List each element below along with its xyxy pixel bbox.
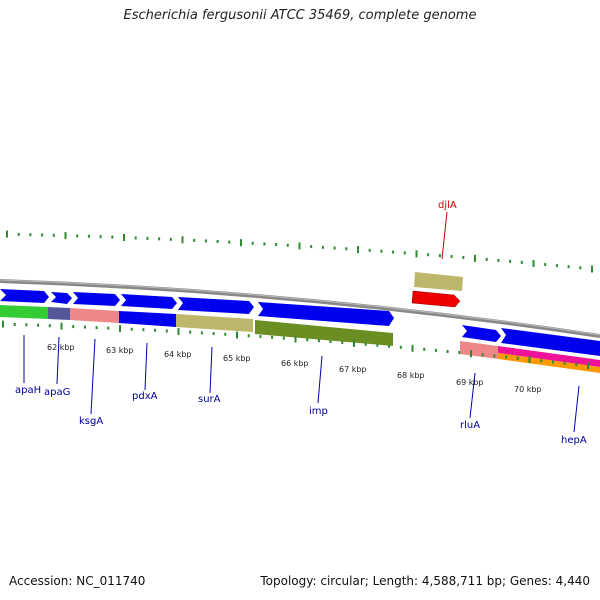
leader-sura <box>209 346 213 394</box>
topology-text: Topology: circular; Length: 4,588,711 bp… <box>260 574 590 588</box>
leader-ksga <box>90 338 96 415</box>
gene-label-ksga[interactable]: ksgA <box>79 416 103 427</box>
cog-bar-hepa-2 <box>498 353 600 373</box>
gene-label-pdxa[interactable]: pdxA <box>132 391 158 402</box>
cds-arrow-djla[interactable] <box>411 290 461 308</box>
leader-apag <box>56 336 60 385</box>
upper-tick-ring <box>6 230 593 273</box>
kbp-label-63: 63 kbp <box>106 346 134 355</box>
kbp-label-70: 70 kbp <box>514 385 542 394</box>
kbp-label-66: 66 kbp <box>281 359 309 368</box>
gene-label-apah[interactable]: apaH <box>15 385 41 396</box>
cog-bar-apag <box>48 307 70 320</box>
map-title: Escherichia fergusonii ATCC 35469, compl… <box>123 8 477 23</box>
gene-label-leaders <box>23 211 580 433</box>
genome-backbone <box>0 279 600 338</box>
kbp-label-69: 69 kbp <box>456 378 484 387</box>
gene-label-apag[interactable]: apaG <box>44 387 70 398</box>
cog-bar-imp <box>255 320 393 346</box>
gene-label-hepa[interactable]: hepA <box>561 435 587 446</box>
gene-djla[interactable] <box>411 272 463 308</box>
gene-label-imp[interactable]: imp <box>309 406 328 417</box>
cog-bar-ksga <box>70 308 119 323</box>
accession-text: Accession: NC_011740 <box>9 574 146 588</box>
kbp-label-62: 62 kbp <box>47 343 75 352</box>
cds-arrow-pdxa[interactable] <box>121 294 177 309</box>
leader-rlua <box>469 372 476 419</box>
cds-arrow-hepa[interactable] <box>501 328 600 356</box>
cog-track <box>0 305 600 373</box>
kbp-label-67: 67 kbp <box>339 365 367 374</box>
forward-cds-track <box>0 289 600 356</box>
cog-bar-apah <box>0 305 48 319</box>
cds-arrow-rlua[interactable] <box>462 325 501 342</box>
gene-label-djla[interactable]: djlA <box>438 200 457 211</box>
leader-hepa <box>573 385 580 433</box>
kbp-label-68: 68 kbp <box>397 371 425 380</box>
kbp-scale: 62 kbp 63 kbp 64 kbp 65 kbp 66 kbp 67 kb… <box>47 343 542 394</box>
cds-arrow-imp[interactable] <box>258 302 394 326</box>
cds-arrow-ksga[interactable] <box>73 292 120 306</box>
cds-arrow-apah[interactable] <box>0 289 49 303</box>
gene-labels: apaH apaG ksgA pdxA surA imp rluA hepA d… <box>15 200 587 446</box>
gene-label-rlua[interactable]: rluA <box>460 420 480 431</box>
leader-imp <box>317 355 323 404</box>
lower-tick-ring <box>2 320 589 370</box>
kbp-label-64: 64 kbp <box>164 350 192 359</box>
cog-bar-sura <box>176 314 253 332</box>
cog-bar-pdxa <box>119 311 176 327</box>
cog-bar-djla <box>414 272 463 291</box>
cog-bar-hepa-1 <box>498 346 600 367</box>
leader-djla <box>441 211 448 260</box>
gene-label-sura[interactable]: surA <box>198 394 221 405</box>
cds-arrow-sura[interactable] <box>178 297 254 314</box>
cds-arrow-apag[interactable] <box>51 292 72 304</box>
kbp-label-65: 65 kbp <box>223 354 251 363</box>
leader-pdxa <box>144 342 148 391</box>
cog-bar-rlua <box>460 341 498 359</box>
genome-backbone-highlight <box>0 279 600 336</box>
